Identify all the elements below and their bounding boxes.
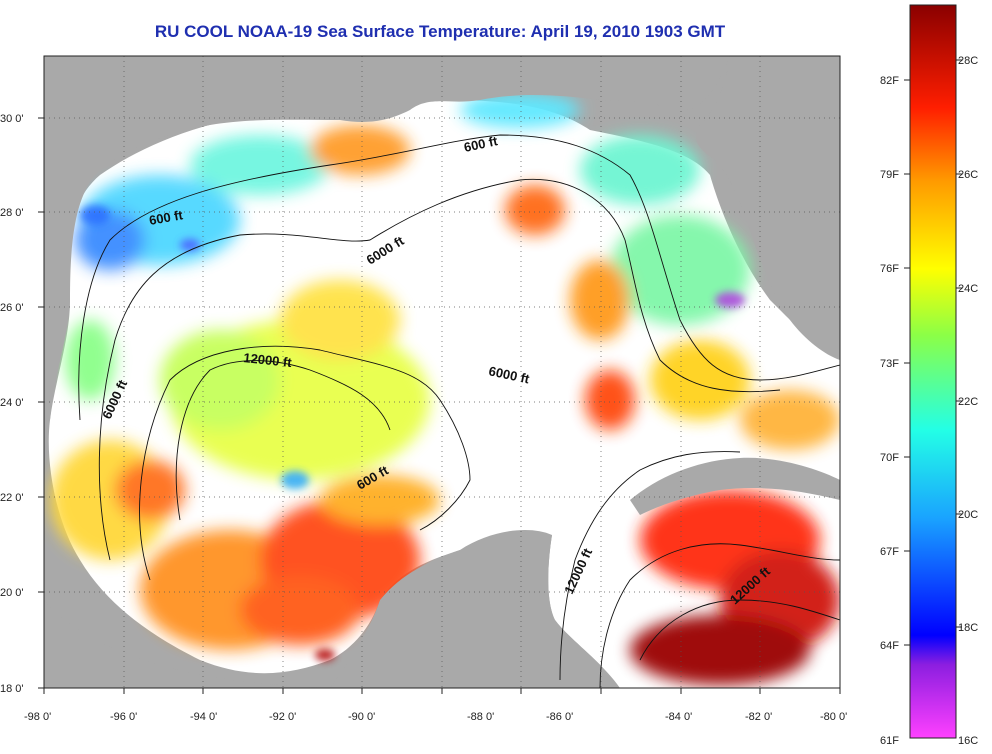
colorbar-f-label: 79F (880, 169, 899, 181)
yucatan-land (330, 530, 620, 688)
lon-tick-label: -82 0' (745, 711, 772, 723)
colorbar-c-label: 24C (958, 283, 978, 295)
lon-tick-label: -92 0' (269, 711, 296, 723)
contour-label: 600 ft (148, 207, 185, 228)
colorbar-c-label: 28C (958, 55, 978, 67)
colorbar (909, 4, 957, 739)
lon-tick-label: -96 0' (110, 711, 137, 723)
colorbar-f-label: 64F (880, 640, 899, 652)
axis-ticks (38, 117, 841, 694)
contour-label: 600 ft (463, 133, 500, 155)
lat-tick-label: 18 0' (0, 683, 24, 695)
colorbar-c-label: 18C (958, 622, 978, 634)
lon-tick-label: -86 0' (546, 711, 573, 723)
lon-tick-label: -88 0' (467, 711, 494, 723)
contour-label: 12000 ft (243, 350, 293, 370)
colorbar-f-label: 76F (880, 263, 899, 275)
map-title: RU COOL NOAA-19 Sea Surface Temperature:… (154, 22, 726, 41)
lon-tick-label: -90 0' (348, 711, 375, 723)
colorbar-f-label: 73F (880, 358, 899, 370)
lat-tick-label: 28 0' (0, 207, 24, 219)
gulf-coast-land (44, 56, 730, 420)
colorbar-celsius-labels: 28C 26C 24C 22C 20C 18C 16C (958, 55, 978, 747)
lon-tick-label: -94 0' (190, 711, 217, 723)
sst-patches (50, 92, 840, 685)
colorbar-c-label: 26C (958, 169, 978, 181)
graticule (44, 56, 840, 688)
colorbar-f-label: 82F (880, 75, 899, 87)
lat-tick-label: 20 0' (0, 587, 24, 599)
florida-land (695, 56, 840, 360)
lat-tick-label: 26 0' (0, 302, 24, 314)
colorbar-c-label: 16C (958, 735, 978, 747)
lon-tick-label: -84 0' (665, 711, 692, 723)
cuba-land (630, 457, 840, 515)
colorbar-f-label: 70F (880, 452, 899, 464)
colorbar-ticks (904, 59, 962, 646)
colorbar-c-label: 20C (958, 509, 978, 521)
colorbar-f-label: 67F (880, 546, 899, 558)
colorbar-c-label: 22C (958, 396, 978, 408)
mexico-land (44, 600, 330, 688)
colorbar-f-label: 61F (880, 735, 899, 747)
lat-tick-label: 30 0' (0, 113, 24, 125)
latitude-labels: 18 0' 20 0' 22 0' 24 0' 26 0' 28 0' 30 0… (0, 113, 24, 695)
lon-tick-label: -98 0' (24, 711, 51, 723)
lat-tick-label: 22 0' (0, 492, 24, 504)
bathymetry-contours (78, 134, 840, 688)
lon-tick-label: -80 0' (820, 711, 847, 723)
colorbar-fahrenheit-labels: 82F 79F 76F 73F 70F 67F 64F 61F (880, 75, 899, 747)
longitude-labels: -98 0' -96 0' -94 0' -92 0' -90 0' -88 0… (24, 711, 847, 723)
lat-tick-label: 24 0' (0, 397, 24, 409)
